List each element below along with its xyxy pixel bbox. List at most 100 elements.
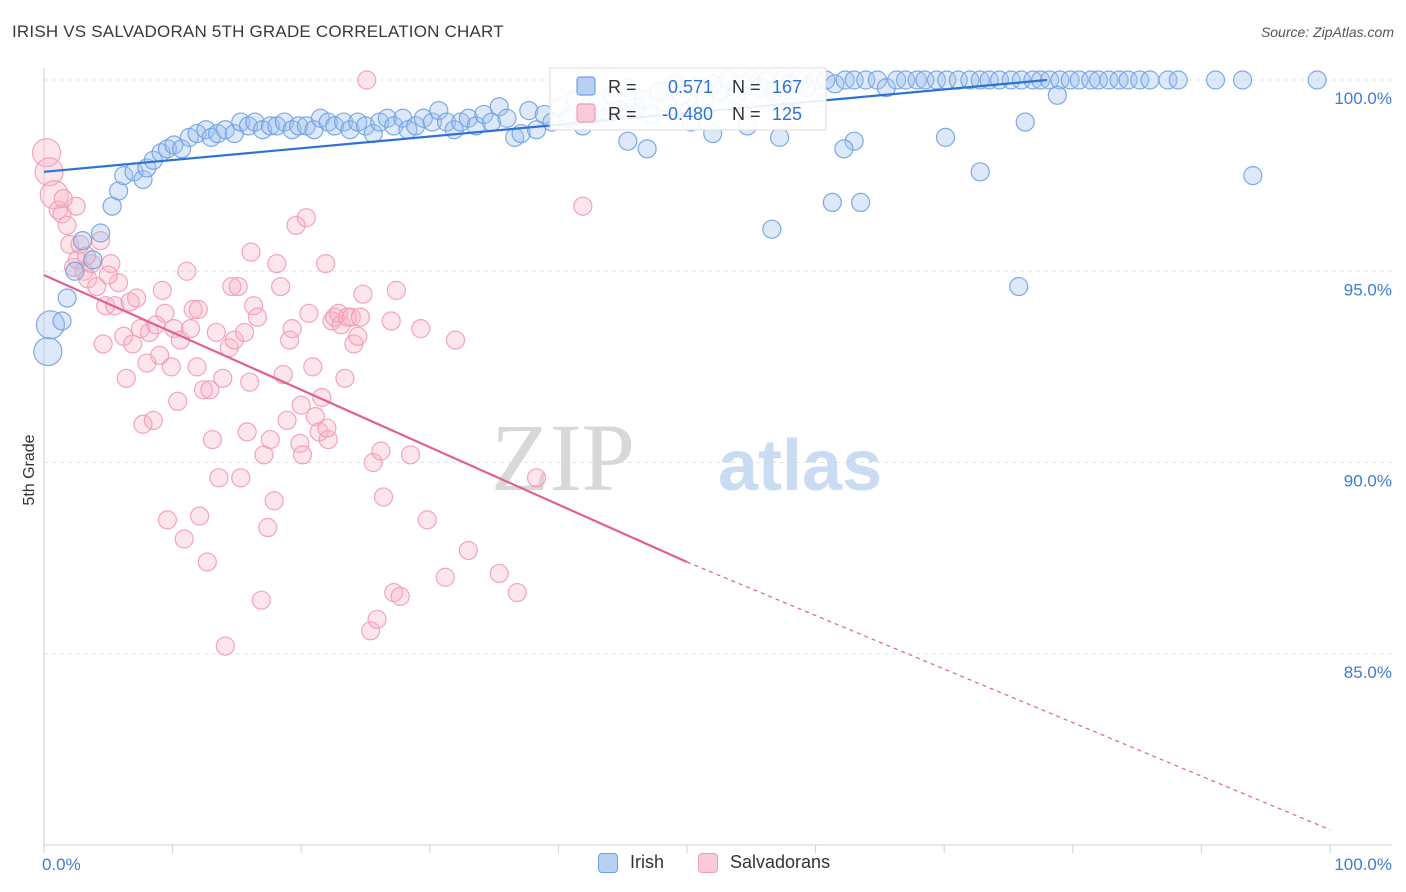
salvadorans-point xyxy=(60,234,80,255)
irish-point xyxy=(108,181,129,201)
irish-point xyxy=(822,192,842,212)
watermark: ZIP atlas xyxy=(491,404,882,511)
irish-point xyxy=(876,78,896,98)
salvadorans-point xyxy=(507,582,527,603)
salvadorans-point xyxy=(417,510,437,530)
salvadorans-point xyxy=(168,391,188,411)
stats-r-value: 0.571 xyxy=(668,77,713,97)
salvadorans-point xyxy=(139,322,160,343)
irish-point xyxy=(960,70,980,90)
irish-point xyxy=(844,70,864,90)
irish-point xyxy=(1099,70,1119,90)
salvadorans-point xyxy=(53,188,73,209)
irish-point xyxy=(458,108,478,128)
irish-point xyxy=(274,112,295,132)
irish-point xyxy=(422,112,442,132)
axes xyxy=(43,68,1392,853)
salvadorans-point xyxy=(363,452,383,473)
legend-item-irish[interactable]: Irish xyxy=(598,852,664,873)
irish-point xyxy=(1088,70,1109,90)
salvadorans-point xyxy=(299,303,319,323)
salvadorans-point xyxy=(206,322,226,343)
salvadorans-point xyxy=(241,242,261,262)
irish-point xyxy=(970,162,990,182)
irish-point xyxy=(355,116,376,136)
salvadorans-point xyxy=(187,357,207,377)
salvadorans-point xyxy=(157,510,178,530)
irish-point xyxy=(33,336,63,367)
salvadorans-point xyxy=(361,621,381,641)
irish-point xyxy=(856,70,876,90)
irish-point xyxy=(1047,85,1067,105)
salvadorans-point xyxy=(458,540,478,561)
irish-point xyxy=(851,192,871,212)
stats-n-value: 125 xyxy=(772,104,802,124)
salvadorans-point xyxy=(240,372,260,392)
irish-point xyxy=(1011,70,1031,90)
salvadorans-point xyxy=(177,261,197,281)
salvadorans-point xyxy=(231,468,251,488)
stats-swatch-salvadorans xyxy=(576,103,596,123)
irish-point xyxy=(1168,70,1188,90)
irish-point xyxy=(935,127,956,147)
chart-source: Source: ZipAtlas.com xyxy=(1260,24,1394,40)
irish-point xyxy=(618,131,638,151)
irish-point xyxy=(1158,70,1178,90)
x-tick-label: 100.0% xyxy=(1334,855,1392,874)
irish-point xyxy=(377,108,397,128)
salvadorans-point xyxy=(224,330,244,350)
irish-point xyxy=(926,70,947,90)
irish-point xyxy=(1307,70,1327,90)
irish-point xyxy=(915,70,935,90)
salvadorans-point xyxy=(251,590,271,610)
irish-point xyxy=(57,288,77,308)
salvadorans-point xyxy=(133,414,153,434)
salvadorans-point xyxy=(101,254,121,274)
irish-point xyxy=(35,310,66,340)
salvadorans-points xyxy=(31,70,593,656)
salvadorans-point xyxy=(411,319,431,339)
salvadorans-point xyxy=(215,636,235,656)
salvadorans-point xyxy=(348,326,368,346)
salvadorans-point xyxy=(350,307,370,327)
salvadorans-point xyxy=(335,368,355,388)
salvadorans-point xyxy=(181,319,201,339)
salvadorans-point xyxy=(305,407,325,427)
salvadorans-point xyxy=(193,380,214,400)
stats-swatch-irish xyxy=(576,76,596,96)
stats-r-label: R = xyxy=(608,104,637,124)
legend-item-salvadorans[interactable]: Salvadorans xyxy=(698,852,830,873)
salvadorans-point xyxy=(386,280,406,300)
salvadorans-point xyxy=(353,284,373,304)
legend-swatch-irish xyxy=(598,852,618,873)
salvadorans-point xyxy=(161,357,181,377)
salvadorans-point xyxy=(526,468,547,488)
irish-point xyxy=(489,97,509,117)
y-tick-label: 85.0% xyxy=(1344,663,1392,682)
salvadorans-point xyxy=(209,468,229,488)
stats-r-value: -0.480 xyxy=(662,104,713,124)
irish-point xyxy=(172,139,192,159)
salvadorans-point xyxy=(228,276,248,297)
irish-point xyxy=(436,112,457,132)
irish-point xyxy=(1069,70,1089,90)
salvadorans-point xyxy=(573,196,593,216)
legend-swatch-salvadorans xyxy=(698,852,718,873)
trend-lines xyxy=(43,78,1331,831)
irish-point xyxy=(519,100,539,121)
salvadorans-point xyxy=(235,322,255,343)
y-tick-label: 100.0% xyxy=(1334,89,1392,108)
salvadorans-point xyxy=(183,299,203,320)
stats-r-label: R = xyxy=(608,77,637,97)
salvadorans-point xyxy=(264,491,284,511)
irish-point xyxy=(260,116,280,136)
watermark-atlas: atlas xyxy=(718,426,882,506)
grid-lines xyxy=(44,79,1392,655)
salvadorans-point xyxy=(317,418,337,438)
irish-point xyxy=(1009,276,1029,297)
x-tick-labels: 0.0% 100.0% xyxy=(42,855,1392,874)
irish-point xyxy=(90,223,111,243)
salvadorans-point xyxy=(116,368,136,388)
irish-point xyxy=(340,120,360,140)
